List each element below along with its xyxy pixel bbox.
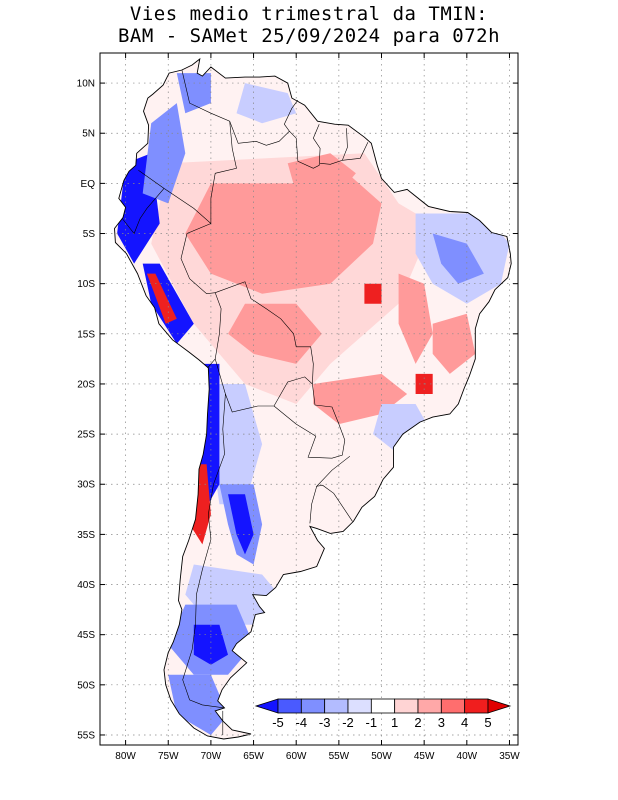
lat-tick-label: 25S	[77, 430, 95, 441]
colorbar-swatch	[417, 698, 442, 714]
country-border	[315, 455, 353, 522]
bias-patch	[236, 83, 297, 124]
colorbar-label: 5	[484, 715, 491, 730]
country-border	[138, 69, 237, 225]
map-title-line-2: BAM - SAMet 25/09/2024 para 072h	[117, 25, 501, 47]
map-title-line-1: Vies medio trimestral da TMIN:	[129, 3, 489, 25]
bias-patch	[168, 674, 228, 735]
country-border	[229, 99, 299, 146]
colorbar-label: 1	[391, 715, 398, 730]
map-frame	[99, 52, 519, 746]
colorbar-label: -5	[272, 715, 284, 730]
colorbar-swatch	[324, 698, 349, 714]
lat-tick-label: 35S	[77, 530, 95, 541]
lon-tick-label: 55W	[329, 751, 350, 762]
lat-tick-label: 40S	[77, 580, 95, 591]
colorbar-label: -2	[342, 715, 354, 730]
lat-tick-label: 45S	[77, 630, 95, 641]
bias-patch	[185, 173, 382, 294]
colorbar-label: 4	[461, 715, 468, 730]
lat-tick-label: 50S	[77, 680, 95, 691]
lat-tick-label: 10N	[77, 79, 95, 90]
lon-tick-label: 75W	[158, 751, 179, 762]
colorbar-swatch	[440, 698, 466, 714]
colorbar-arrow-high	[487, 698, 512, 714]
latitude-axis: 10N 5N EQ 5S 10S 15S 20S 25S 30S 35S 40S 45S 50S 55S	[77, 79, 518, 741]
lon-tick-label: 35W	[499, 751, 520, 762]
country-border	[309, 486, 317, 524]
lon-tick-label: 50W	[371, 751, 392, 762]
colorbar-label: -4	[296, 715, 308, 730]
country-border	[180, 223, 222, 369]
lat-tick-label: 55S	[77, 730, 95, 741]
bias-patch	[364, 283, 382, 304]
country-border	[215, 281, 314, 385]
bias-patch	[228, 303, 322, 364]
bias-patch	[228, 494, 254, 555]
longitude-axis: 80W 75W 70W 65W 60W 55W 50W 45W 40W 35W	[115, 53, 520, 762]
colorbar-label: 3	[438, 715, 445, 730]
lat-tick-label: 20S	[77, 379, 95, 390]
bias-patch	[146, 273, 177, 324]
lon-tick-label: 70W	[201, 751, 222, 762]
bias-patch	[176, 73, 211, 114]
coastline	[114, 57, 512, 740]
lat-tick-label: 5S	[83, 229, 96, 240]
lon-tick-label: 45W	[414, 751, 435, 762]
country-border	[121, 188, 165, 235]
lon-tick-label: 40W	[457, 751, 478, 762]
lat-tick-label: EQ	[81, 179, 96, 190]
country-border	[214, 358, 313, 413]
lat-tick-label: 15S	[77, 329, 95, 340]
bias-patch	[193, 624, 228, 665]
lon-tick-label: 60W	[286, 751, 307, 762]
country-border	[289, 124, 321, 169]
country-border	[182, 393, 226, 709]
bias-patch	[432, 313, 476, 374]
colorbar-label: -3	[319, 715, 331, 730]
gridlines	[100, 53, 518, 745]
lat-tick-label: 5N	[82, 129, 95, 140]
colorbar: -5 -4 -3 -2 -1 1 2 3 4 5	[254, 698, 512, 730]
colorbar-swatch	[394, 698, 419, 714]
colorbar-swatch	[347, 698, 372, 714]
lat-tick-label: 30S	[77, 480, 95, 491]
country-border	[342, 142, 369, 161]
lat-tick-label: 10S	[77, 279, 95, 290]
colorbar-label: 2	[414, 715, 421, 730]
colorbar-label: -1	[366, 715, 378, 730]
lon-tick-label: 65W	[243, 751, 264, 762]
colorbar-swatch	[277, 698, 302, 714]
country-borders	[121, 69, 369, 735]
bias-patch	[432, 233, 484, 284]
colorbar-swatch	[300, 698, 326, 714]
colorbar-swatch	[464, 698, 489, 714]
country-border	[273, 383, 346, 459]
colorbar-swatch	[370, 698, 396, 714]
bias-patch	[142, 103, 186, 204]
lon-tick-label: 80W	[115, 751, 136, 762]
